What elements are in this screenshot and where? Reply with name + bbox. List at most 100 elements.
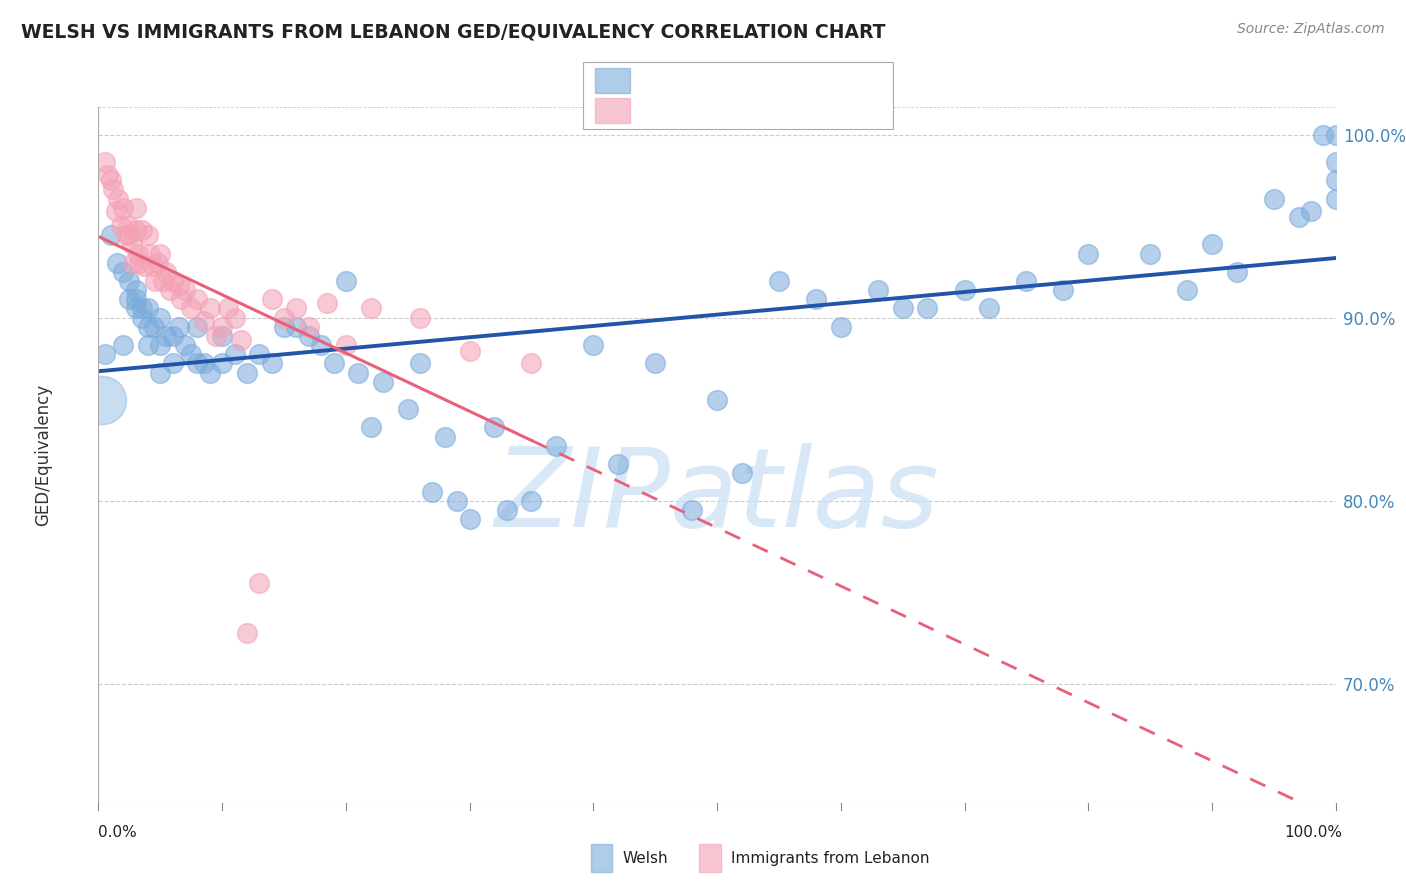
Point	[546, 439, 568, 453]
Point	[159, 283, 181, 297]
Text: ZIPatlas: ZIPatlas	[495, 443, 939, 550]
Point	[122, 255, 145, 269]
Point	[1139, 246, 1161, 260]
Point	[100, 228, 122, 243]
Point	[124, 223, 146, 237]
Point	[105, 255, 128, 269]
Point	[136, 301, 159, 316]
Point	[149, 310, 172, 325]
Point	[124, 201, 146, 215]
Point	[1299, 204, 1322, 219]
Point	[91, 392, 114, 407]
Point	[360, 420, 382, 434]
Point	[953, 283, 976, 297]
Point	[224, 310, 246, 325]
Point	[273, 310, 295, 325]
Text: Source: ZipAtlas.com: Source: ZipAtlas.com	[1237, 22, 1385, 37]
Point	[167, 277, 190, 292]
Point	[644, 356, 666, 370]
Point	[186, 356, 208, 370]
Point	[1077, 246, 1099, 260]
Point	[804, 293, 827, 307]
Point	[162, 274, 184, 288]
Point	[285, 301, 308, 316]
Text: WELSH VS IMMIGRANTS FROM LEBANON GED/EQUIVALENCY CORRELATION CHART: WELSH VS IMMIGRANTS FROM LEBANON GED/EQU…	[21, 22, 886, 41]
Point	[298, 329, 321, 343]
Point	[247, 576, 270, 591]
Point	[93, 155, 115, 169]
Point	[1052, 283, 1074, 297]
Point	[520, 356, 543, 370]
Point	[198, 301, 221, 316]
Point	[128, 255, 150, 269]
Point	[1312, 128, 1334, 142]
Point	[236, 625, 259, 640]
Point	[162, 329, 184, 343]
Point	[1324, 192, 1347, 206]
Point	[1324, 155, 1347, 169]
Point	[422, 484, 444, 499]
Point	[155, 265, 177, 279]
Point	[124, 283, 146, 297]
Point	[371, 375, 394, 389]
Point	[217, 301, 239, 316]
Point	[1263, 192, 1285, 206]
Point	[186, 319, 208, 334]
Point	[458, 343, 481, 358]
Point	[335, 338, 357, 352]
Text: Immigrants from Lebanon: Immigrants from Lebanon	[731, 851, 929, 865]
Point	[285, 319, 308, 334]
Point	[193, 356, 215, 370]
Point	[298, 319, 321, 334]
Text: Welsh: Welsh	[621, 851, 668, 865]
Point	[146, 255, 169, 269]
Point	[117, 219, 139, 233]
Point	[1015, 274, 1038, 288]
Point	[236, 366, 259, 380]
Point	[335, 274, 357, 288]
Text: R = 0.091   N = 53: R = 0.091 N = 53	[643, 103, 827, 120]
Point	[731, 467, 754, 481]
Point	[198, 366, 221, 380]
Point	[347, 366, 370, 380]
Point	[495, 503, 517, 517]
Point	[149, 366, 172, 380]
Point	[162, 356, 184, 370]
Point	[273, 319, 295, 334]
Point	[582, 338, 605, 352]
Point	[149, 338, 172, 352]
Point	[112, 201, 135, 215]
Point	[229, 333, 252, 347]
Text: GED/Equivalency: GED/Equivalency	[34, 384, 52, 526]
Point	[180, 301, 202, 316]
Point	[409, 356, 432, 370]
Point	[484, 420, 506, 434]
Point	[360, 301, 382, 316]
Point	[100, 173, 122, 187]
Point	[131, 310, 153, 325]
Point	[110, 219, 132, 233]
Point	[131, 301, 153, 316]
Point	[103, 182, 125, 196]
Point	[118, 274, 141, 288]
Point	[1226, 265, 1249, 279]
Point	[155, 329, 177, 343]
Point	[136, 338, 159, 352]
Point	[127, 246, 149, 260]
Point	[224, 347, 246, 361]
Point	[1175, 283, 1198, 297]
Point	[97, 168, 120, 182]
Point	[768, 274, 790, 288]
Point	[866, 283, 889, 297]
Point	[186, 293, 208, 307]
Point	[143, 319, 166, 334]
Point	[891, 301, 914, 316]
Point	[193, 314, 215, 328]
Point	[211, 356, 233, 370]
Point	[136, 228, 159, 243]
Point	[139, 246, 162, 260]
Point	[118, 228, 141, 243]
Point	[409, 310, 432, 325]
Point	[134, 260, 156, 274]
Point	[152, 274, 174, 288]
